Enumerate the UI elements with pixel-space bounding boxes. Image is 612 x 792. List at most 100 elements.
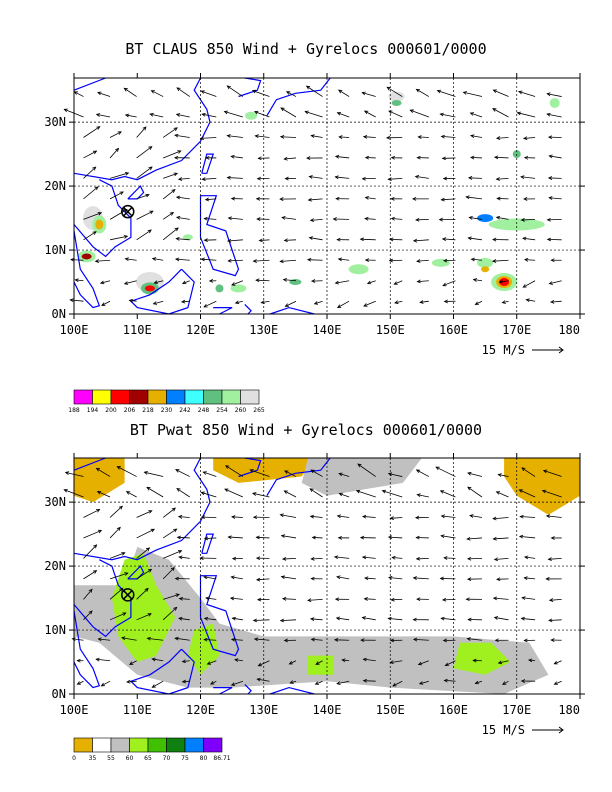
- x-tick-label: 180: [558, 323, 580, 337]
- wind-vector-head: [308, 236, 313, 240]
- wind-vector: [445, 660, 456, 666]
- wind-vector: [493, 517, 509, 520]
- wind-vector-head: [203, 238, 208, 242]
- wind-vector: [201, 258, 217, 261]
- wind-vector: [256, 578, 270, 581]
- wind-vector: [83, 610, 93, 621]
- wind-vector-head: [205, 596, 210, 601]
- wind-vector-head: [256, 677, 261, 682]
- wind-vector-head: [124, 257, 129, 262]
- wind-vector: [518, 91, 536, 97]
- wind-vector: [312, 537, 323, 539]
- coastline: [127, 185, 145, 200]
- wind-vector: [83, 166, 96, 179]
- wind-vector: [388, 577, 403, 580]
- wind-vector-head: [315, 661, 320, 665]
- wind-vector-head: [123, 87, 128, 92]
- x-tick-label: 150E: [376, 323, 405, 337]
- wind-vector: [437, 90, 456, 97]
- wind-vector-head: [230, 637, 236, 642]
- colorbar-swatch: [92, 389, 112, 405]
- wind-vector: [283, 279, 297, 282]
- wind-vector: [365, 197, 376, 200]
- wind-vector: [125, 258, 137, 261]
- wind-vector-head: [472, 278, 478, 282]
- wind-vector-head: [518, 90, 523, 95]
- wind-vector-head: [203, 536, 209, 541]
- wind-vector-head: [178, 616, 183, 621]
- wind-vector: [163, 550, 182, 559]
- wind-vector-head: [442, 176, 448, 181]
- wind-vector: [176, 488, 190, 498]
- wind-vector-head: [226, 175, 231, 180]
- wind-vector-head: [180, 299, 186, 304]
- colorbar-label: 86.71: [213, 755, 230, 762]
- wind-vector: [444, 680, 456, 682]
- colorbar-label: 65: [144, 755, 152, 762]
- wind-vector-head: [74, 278, 79, 283]
- wind-vector-head: [313, 301, 319, 305]
- wind-vector: [210, 680, 217, 685]
- wind-vector: [83, 126, 101, 138]
- wind-vector-head: [521, 596, 526, 600]
- wind-vector: [550, 300, 562, 303]
- wind-vector-head: [256, 217, 261, 221]
- wind-vector: [179, 598, 190, 600]
- wind-vector-head: [255, 278, 260, 283]
- wind-vector-head: [419, 300, 424, 304]
- wind-vector-head: [337, 257, 343, 262]
- wind-vector: [282, 558, 297, 560]
- wind-vector: [305, 111, 323, 118]
- wind-vector: [357, 463, 376, 477]
- wind-vector-head: [151, 257, 157, 261]
- wind-vector: [470, 157, 482, 159]
- wind-vector-head: [441, 156, 446, 161]
- wind-vector: [310, 218, 323, 221]
- wind-vector-head: [542, 469, 548, 474]
- wind-vector-head: [119, 191, 124, 196]
- wind-vector: [467, 486, 483, 498]
- wind-vector-head: [178, 596, 183, 601]
- wind-vector-head: [332, 217, 337, 221]
- wind-vector-head: [414, 515, 420, 520]
- wind-vector: [519, 536, 536, 539]
- wind-vector-head: [520, 218, 525, 222]
- wind-vector: [177, 536, 190, 539]
- panel-title-pwat: BT Pwat 850 Wind + Gyrelocs 000601/0000: [129, 421, 483, 439]
- wind-vector: [528, 659, 536, 662]
- wind-vector: [124, 87, 137, 97]
- wind-vector-head: [284, 470, 289, 474]
- wind-vector-head: [550, 258, 555, 263]
- wind-vector-head: [438, 217, 443, 222]
- wind-vector-head: [465, 597, 470, 602]
- cloud-field: [348, 264, 369, 275]
- wind-vector: [467, 537, 482, 540]
- gyre-marker-cross: [122, 590, 133, 600]
- wind-vector-head: [124, 113, 130, 118]
- wind-vector: [234, 659, 243, 662]
- wind-vector-head: [412, 576, 417, 580]
- wind-vector-head: [492, 108, 497, 112]
- wind-vector-head: [337, 535, 342, 540]
- wind-vector: [109, 552, 125, 559]
- colorbar-swatch: [184, 737, 204, 753]
- wind-vector-head: [231, 556, 237, 561]
- wind-vector-head: [416, 155, 421, 160]
- cloud-field: [549, 97, 560, 108]
- pwat-field-mid: [301, 458, 422, 496]
- wind-vector: [493, 537, 509, 540]
- coastline: [244, 303, 252, 315]
- wind-vector-head: [227, 258, 232, 263]
- claus-panel: 100E 110E 120E 130E 140E 150E 160E 170E 180 0N 10N…: [44, 73, 585, 414]
- colorbar-label: 60: [126, 755, 134, 762]
- wind-vector-head: [470, 257, 475, 262]
- wind-vector-head: [474, 680, 479, 685]
- wind-vector: [228, 259, 243, 262]
- coastline: [213, 307, 233, 315]
- wind-vector-head: [95, 467, 101, 472]
- y-tick-label: 10N: [44, 623, 66, 637]
- wind-vector: [280, 259, 297, 262]
- wind-vector-head: [92, 570, 98, 574]
- wind-vector-head: [309, 617, 315, 621]
- colorbar-label: 194: [87, 407, 99, 414]
